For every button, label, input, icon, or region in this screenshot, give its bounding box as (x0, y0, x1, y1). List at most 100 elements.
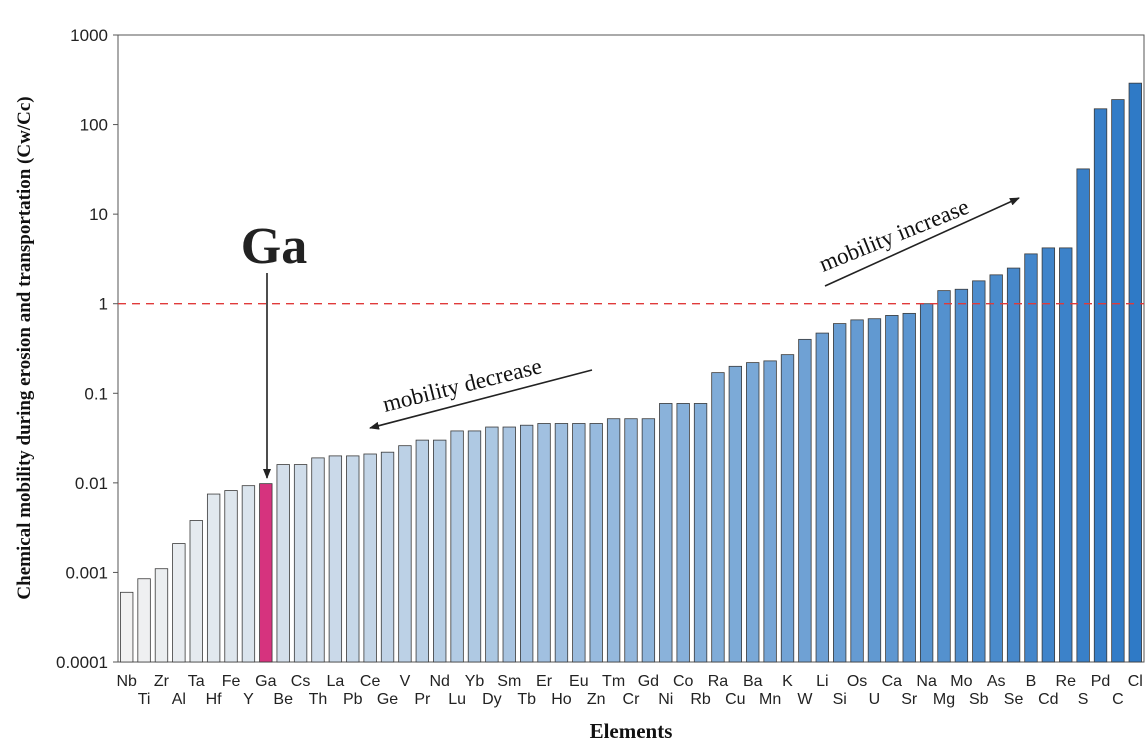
bar-u (867, 318, 882, 663)
x-tick-label: Al (172, 691, 186, 708)
bar-ho (554, 423, 569, 663)
bar-ge (380, 451, 395, 663)
ga-callout-label: Ga (241, 218, 307, 275)
bar-ra (711, 372, 725, 663)
bar-se (1006, 267, 1021, 663)
x-tick-label: Cs (291, 673, 311, 690)
x-axis-title: Elements (590, 719, 673, 743)
x-tick-label: Dy (482, 691, 502, 708)
bar-mo (954, 288, 969, 663)
x-tick-label: As (987, 673, 1006, 690)
x-tick-label: Ge (377, 691, 398, 708)
bar-al (172, 543, 186, 663)
bar-pd (1093, 108, 1108, 663)
x-tick-label: Ce (360, 673, 381, 690)
bar-ta (189, 520, 203, 663)
bar-si (833, 323, 847, 663)
bar-gd (641, 418, 656, 663)
bar-k (780, 354, 795, 663)
x-tick-label: Li (816, 673, 828, 690)
x-tick-label: Re (1056, 673, 1077, 690)
x-tick-label: Pd (1091, 673, 1111, 690)
bar-ce (363, 453, 377, 663)
x-tick-label: Mg (933, 691, 955, 708)
bar-ba (746, 362, 760, 663)
x-tick-label: Na (916, 673, 937, 690)
bar-y (241, 485, 256, 663)
x-axis-categories: NbTiZrAlTaHfFeYGaBeCsThLaPbCeGeVPrNdLuYb… (116, 673, 1142, 708)
bar-zr (154, 568, 169, 663)
bar-s (1076, 168, 1090, 663)
bar-sr (902, 312, 916, 663)
x-tick-label: Fe (222, 673, 241, 690)
y-tick-label: 1000 (70, 26, 108, 45)
x-tick-label: Ca (882, 673, 903, 690)
x-tick-label: Ti (138, 691, 151, 708)
bar-la (328, 455, 343, 663)
bar-th (311, 457, 325, 663)
x-tick-label: Si (833, 691, 847, 708)
y-axis-ticks: 0.0001 0.001 0.01 0.1 1 10 100 1000 (56, 26, 118, 672)
x-tick-label: Cd (1038, 691, 1058, 708)
bar-dy (485, 426, 499, 663)
x-tick-label: Hf (206, 691, 223, 708)
x-tick-label: Nd (429, 673, 449, 690)
bar-cr (624, 418, 638, 663)
x-tick-label: Lu (448, 691, 466, 708)
x-tick-label: Yb (465, 673, 485, 690)
x-tick-label: Tb (517, 691, 536, 708)
x-tick-label: Ho (551, 691, 572, 708)
x-tick-label: U (869, 691, 881, 708)
bar-li (815, 332, 829, 663)
x-tick-label: Pr (414, 691, 431, 708)
x-tick-label: Mo (950, 673, 972, 690)
mobility-increase-arrow (824, 197, 1020, 287)
x-tick-label: La (326, 673, 344, 690)
y-tick-label: 10 (89, 205, 108, 224)
x-tick-label: Ba (743, 673, 763, 690)
bar-er (537, 423, 551, 663)
bar-be (276, 464, 290, 663)
bar-pr (415, 439, 429, 663)
bar-mn (763, 360, 777, 663)
x-tick-label: Cr (623, 691, 641, 708)
bar-na (919, 303, 934, 663)
bar-co (676, 403, 690, 663)
y-tick-label: 0.1 (84, 384, 108, 403)
x-tick-label: B (1026, 673, 1037, 690)
bar-tm (606, 418, 621, 663)
x-tick-label: Cu (725, 691, 745, 708)
bar-sm (502, 426, 516, 663)
bar-ca (885, 315, 899, 663)
bar-fe (224, 490, 238, 663)
mobility-decrease-arrow (369, 369, 593, 430)
bar-b (1024, 253, 1038, 663)
bar-hf (206, 493, 221, 663)
bar-sb (972, 280, 986, 663)
mobility-increase-label: mobility increase (816, 194, 973, 277)
x-tick-label: Cl (1128, 673, 1143, 690)
x-tick-label: Er (536, 673, 553, 690)
x-tick-label: Sb (969, 691, 989, 708)
x-tick-label: Nb (116, 673, 137, 690)
x-tick-label: Se (1004, 691, 1024, 708)
bar-c (1111, 99, 1125, 663)
x-tick-label: Co (673, 673, 694, 690)
x-tick-label: Sr (901, 691, 918, 708)
x-tick-label: Tm (602, 673, 625, 690)
y-axis-title: Chemical mobility during erosion and tra… (14, 96, 35, 599)
x-tick-label: Ga (255, 673, 276, 690)
x-tick-label: Os (847, 673, 867, 690)
y-tick-label: 0.001 (65, 563, 108, 582)
x-tick-label: Gd (638, 673, 659, 690)
bar-as (989, 274, 1003, 663)
bar-w (798, 338, 812, 663)
x-tick-label: Sm (497, 673, 521, 690)
bar-zn (589, 423, 603, 663)
bars-group (120, 82, 1142, 663)
bar-pb (346, 455, 360, 663)
x-tick-label: Y (243, 691, 254, 708)
bar-cs (293, 464, 308, 663)
bar-nd (433, 439, 447, 663)
